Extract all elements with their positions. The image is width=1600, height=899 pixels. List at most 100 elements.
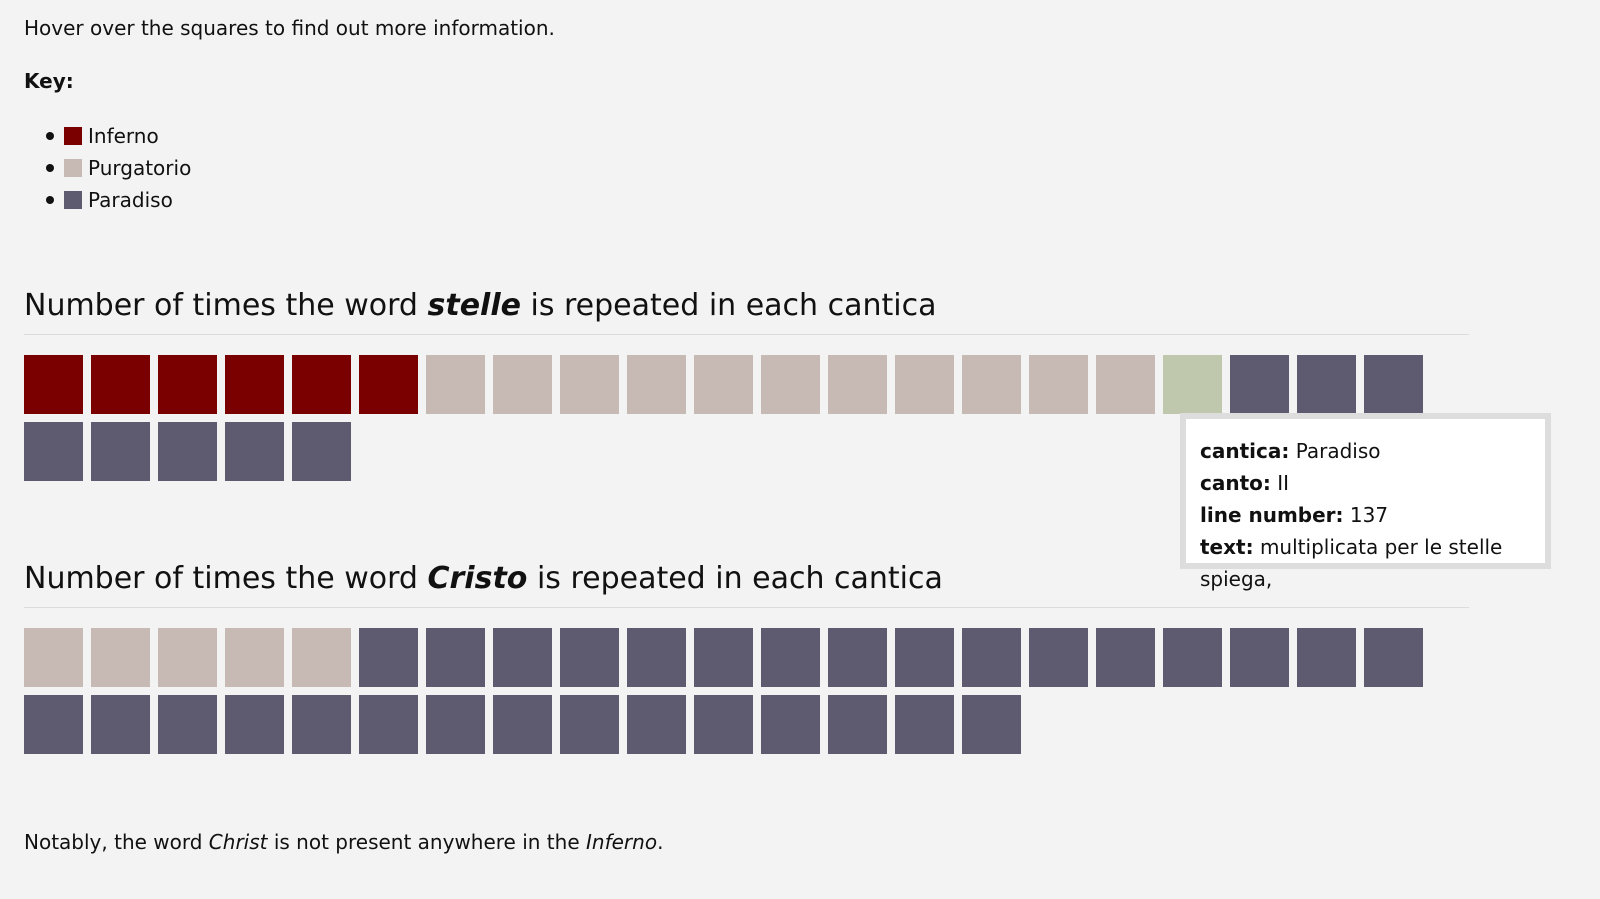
square-paradiso[interactable] bbox=[158, 695, 217, 754]
bullet-icon bbox=[46, 132, 54, 140]
bullet-icon bbox=[46, 164, 54, 172]
square-purgatorio[interactable] bbox=[962, 355, 1021, 414]
square-paradiso[interactable] bbox=[91, 422, 150, 481]
note-text: is not present anywhere in the bbox=[267, 830, 586, 854]
square-paradiso[interactable] bbox=[761, 628, 820, 687]
note-emphasis: Inferno bbox=[586, 830, 658, 854]
square-paradiso[interactable] bbox=[1230, 355, 1289, 414]
square-paradiso[interactable] bbox=[24, 422, 83, 481]
square-paradiso[interactable] bbox=[225, 422, 284, 481]
square-inferno[interactable] bbox=[158, 355, 217, 414]
tooltip-label: line number: bbox=[1200, 503, 1344, 527]
waffle-grid-stelle bbox=[24, 355, 1454, 481]
square-paradiso[interactable] bbox=[1163, 628, 1222, 687]
square-paradiso[interactable] bbox=[828, 628, 887, 687]
square-purgatorio[interactable] bbox=[24, 628, 83, 687]
waffle-grid-cristo bbox=[24, 628, 1454, 754]
tooltip-canto-row: canto: II bbox=[1200, 467, 1531, 499]
note-text: Notably, the word bbox=[24, 830, 209, 854]
title-prefix: Number of times the word bbox=[24, 561, 428, 596]
square-paradiso[interactable] bbox=[828, 695, 887, 754]
square-purgatorio[interactable] bbox=[493, 355, 552, 414]
tooltip-text-row: text: multiplicata per le stelle spiega, bbox=[1200, 531, 1531, 595]
tooltip-value: II bbox=[1277, 471, 1290, 495]
square-purgatorio[interactable] bbox=[292, 628, 351, 687]
square-paradiso[interactable] bbox=[560, 628, 619, 687]
square-paradiso[interactable] bbox=[694, 628, 753, 687]
square-paradiso[interactable] bbox=[895, 628, 954, 687]
hover-tooltip: cantica: Paradiso canto: II line number:… bbox=[1180, 413, 1551, 591]
key-item-purgatorio: Purgatorio bbox=[24, 152, 191, 184]
square-paradiso[interactable] bbox=[292, 695, 351, 754]
square-paradiso[interactable] bbox=[493, 695, 552, 754]
square-paradiso[interactable] bbox=[158, 422, 217, 481]
tooltip-cantica-row: cantica: Paradiso bbox=[1200, 435, 1531, 467]
square-paradiso[interactable] bbox=[426, 628, 485, 687]
square-paradiso[interactable] bbox=[1096, 628, 1155, 687]
square-paradiso[interactable] bbox=[359, 695, 418, 754]
square-paradiso[interactable] bbox=[1230, 628, 1289, 687]
chart-title-stelle: Number of times the word stelle is repea… bbox=[24, 288, 936, 323]
square-paradiso[interactable] bbox=[1297, 628, 1356, 687]
title-word: stelle bbox=[427, 288, 521, 323]
square-purgatorio[interactable] bbox=[828, 355, 887, 414]
square-purgatorio[interactable] bbox=[560, 355, 619, 414]
tooltip-label: cantica: bbox=[1200, 439, 1290, 463]
tooltip-label: text: bbox=[1200, 535, 1254, 559]
square-inferno[interactable] bbox=[292, 355, 351, 414]
square-paradiso[interactable] bbox=[1364, 355, 1423, 414]
square-inferno[interactable] bbox=[359, 355, 418, 414]
square-paradiso[interactable] bbox=[627, 628, 686, 687]
square-purgatorio[interactable] bbox=[694, 355, 753, 414]
square-inferno[interactable] bbox=[225, 355, 284, 414]
square-purgatorio[interactable] bbox=[1096, 355, 1155, 414]
intro-text: Hover over the squares to find out more … bbox=[24, 16, 555, 40]
key-item-paradiso: Paradiso bbox=[24, 184, 191, 216]
square-purgatorio[interactable] bbox=[1029, 355, 1088, 414]
square-purgatorio[interactable] bbox=[1163, 355, 1222, 414]
inferno-swatch bbox=[64, 127, 82, 145]
square-paradiso[interactable] bbox=[627, 695, 686, 754]
square-purgatorio[interactable] bbox=[225, 628, 284, 687]
note-text: . bbox=[657, 830, 664, 854]
square-paradiso[interactable] bbox=[493, 628, 552, 687]
square-paradiso[interactable] bbox=[694, 695, 753, 754]
square-paradiso[interactable] bbox=[962, 628, 1021, 687]
bullet-icon bbox=[46, 196, 54, 204]
square-paradiso[interactable] bbox=[761, 695, 820, 754]
key-title: Key: bbox=[24, 69, 74, 93]
square-paradiso[interactable] bbox=[225, 695, 284, 754]
square-purgatorio[interactable] bbox=[627, 355, 686, 414]
square-paradiso[interactable] bbox=[1297, 355, 1356, 414]
square-paradiso[interactable] bbox=[91, 695, 150, 754]
square-paradiso[interactable] bbox=[895, 695, 954, 754]
square-purgatorio[interactable] bbox=[91, 628, 150, 687]
key-label: Purgatorio bbox=[88, 156, 192, 180]
key-label: Inferno bbox=[88, 124, 159, 148]
square-paradiso[interactable] bbox=[24, 695, 83, 754]
purgatorio-swatch bbox=[64, 159, 82, 177]
square-purgatorio[interactable] bbox=[426, 355, 485, 414]
square-purgatorio[interactable] bbox=[761, 355, 820, 414]
square-paradiso[interactable] bbox=[560, 695, 619, 754]
square-paradiso[interactable] bbox=[1364, 628, 1423, 687]
square-paradiso[interactable] bbox=[962, 695, 1021, 754]
key-legend: Inferno Purgatorio Paradiso bbox=[24, 120, 191, 216]
square-paradiso[interactable] bbox=[1029, 628, 1088, 687]
tooltip-value: Paradiso bbox=[1295, 439, 1381, 463]
square-purgatorio[interactable] bbox=[895, 355, 954, 414]
divider bbox=[24, 607, 1469, 608]
square-inferno[interactable] bbox=[91, 355, 150, 414]
square-purgatorio[interactable] bbox=[158, 628, 217, 687]
title-prefix: Number of times the word bbox=[24, 288, 428, 323]
square-paradiso[interactable] bbox=[359, 628, 418, 687]
square-paradiso[interactable] bbox=[292, 422, 351, 481]
square-inferno[interactable] bbox=[24, 355, 83, 414]
key-item-inferno: Inferno bbox=[24, 120, 191, 152]
footnote: Notably, the word Christ is not present … bbox=[24, 830, 663, 854]
title-suffix: is repeated in each cantica bbox=[520, 288, 937, 323]
tooltip-value: multiplicata per le stelle spiega, bbox=[1200, 535, 1503, 591]
tooltip-label: canto: bbox=[1200, 471, 1271, 495]
divider bbox=[24, 334, 1469, 335]
square-paradiso[interactable] bbox=[426, 695, 485, 754]
